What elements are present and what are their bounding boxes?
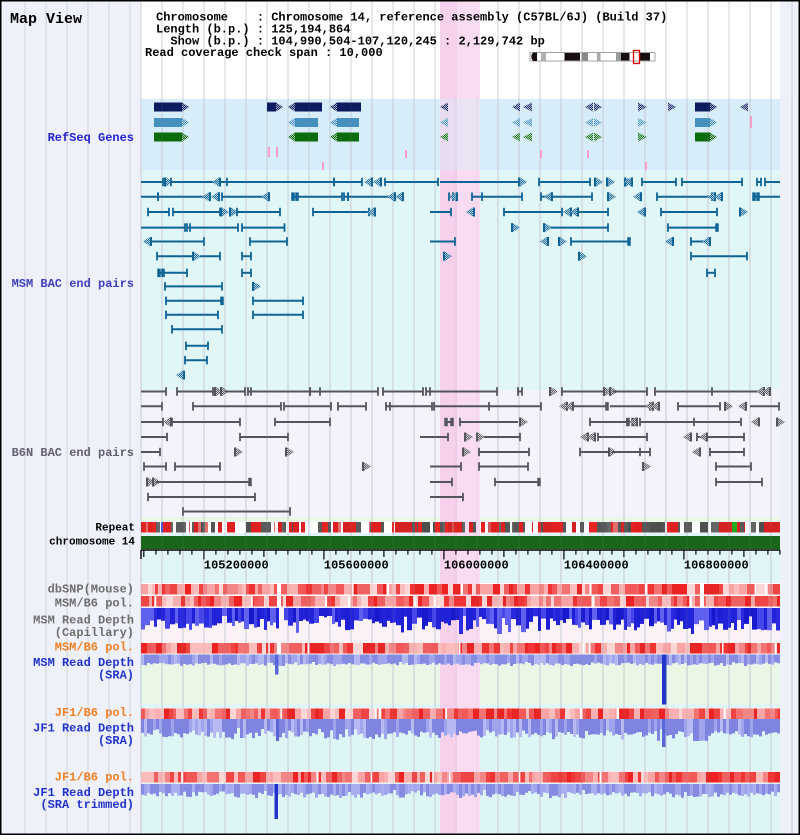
svg-text:chromosome 14: chromosome 14 [49, 537, 135, 549]
svg-text:Chromosome : Chromosome 14,: Chromosome : Chromosome 14, reference as… [156, 11, 667, 25]
svg-text:MSM BAC end pairs: MSM BAC end pairs [12, 277, 134, 291]
svg-text:Show (b.p.) : 104,990,504-107,: Show (b.p.) : 104,990,504-107,120,245 : … [156, 35, 545, 49]
svg-text:Repeat: Repeat [95, 523, 135, 535]
svg-text:MSM Read Depth: MSM Read Depth [33, 656, 134, 670]
svg-text:MSM/B6 pol.: MSM/B6 pol. [55, 597, 134, 611]
svg-text:(SRA): (SRA) [98, 669, 134, 683]
svg-text:106400000: 106400000 [564, 559, 629, 573]
svg-text:MSM/B6 pol.: MSM/B6 pol. [55, 641, 134, 655]
svg-text:JF1 Read Depth: JF1 Read Depth [33, 722, 134, 736]
svg-text:105600000: 105600000 [324, 559, 389, 573]
svg-text:105200000: 105200000 [204, 559, 269, 573]
svg-text:(Capillary): (Capillary) [55, 626, 134, 640]
svg-text:RefSeq Genes: RefSeq Genes [48, 131, 134, 145]
svg-text:JF1/B6 pol.: JF1/B6 pol. [55, 706, 134, 720]
svg-text:106000000: 106000000 [444, 559, 509, 573]
svg-text:Length (b.p.) : 125,194,864: Length (b.p.) : 125,194,864 [156, 23, 350, 37]
svg-text:JF1/B6 pol.: JF1/B6 pol. [55, 771, 134, 785]
svg-text:Map View: Map View [10, 11, 82, 28]
svg-text:B6N BAC end pairs: B6N BAC end pairs [12, 446, 134, 460]
svg-text:MSM Read Depth: MSM Read Depth [33, 614, 134, 628]
svg-text:JF1 Read Depth: JF1 Read Depth [33, 786, 134, 800]
svg-text:(SRA): (SRA) [98, 734, 134, 748]
svg-text:106800000: 106800000 [684, 559, 749, 573]
svg-text:dbSNP(Mouse): dbSNP(Mouse) [48, 583, 134, 597]
svg-text:(SRA trimmed): (SRA trimmed) [40, 798, 134, 812]
svg-text:Read coverage check span : 10,: Read coverage check span : 10,000 [145, 46, 383, 60]
